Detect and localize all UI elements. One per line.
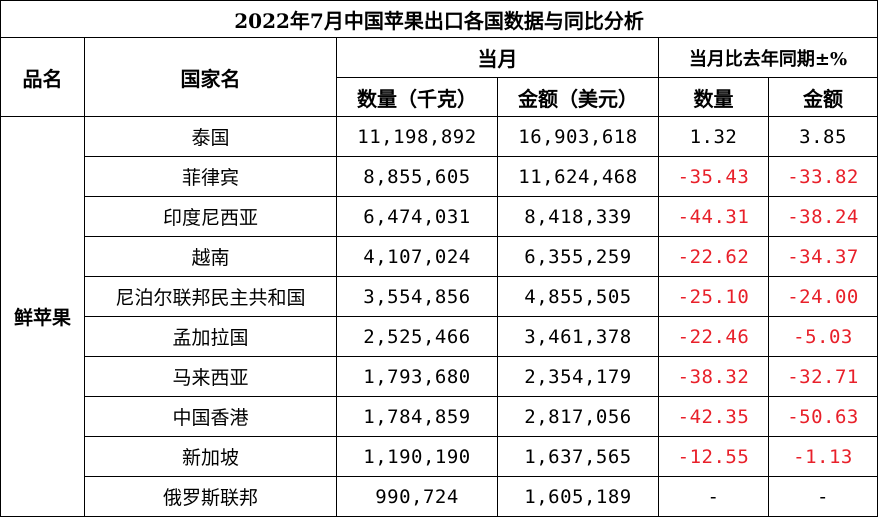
quantity-cell: 1,190,190 <box>336 436 498 477</box>
country-cell: 孟加拉国 <box>84 316 337 357</box>
amount-cell: 2,817,056 <box>497 396 659 437</box>
header-quantity-kg: 数量（千克） <box>336 77 498 117</box>
table-title: 2022年7月中国苹果出口各国数据与同比分析 <box>0 0 878 38</box>
table-row: 鲜苹果 泰国 11,198,892 16,903,618 1.32 3.85 <box>0 116 878 517</box>
header-amount-pct: 金额 <box>767 77 878 117</box>
amount-cell: 3,461,378 <box>497 316 659 357</box>
amount-yoy-cell: -33.82 <box>767 156 878 197</box>
quantity-cell: 4,107,024 <box>336 236 498 277</box>
amount-yoy-cell: -32.71 <box>767 356 878 397</box>
header-product: 品名 <box>0 37 85 117</box>
quantity-cell: 1,793,680 <box>336 356 498 397</box>
quantity-cell: 3,554,856 <box>336 276 498 317</box>
quantity-yoy-cell: -35.43 <box>658 156 769 197</box>
table-row: 菲律宾 8,855,605 11,624,468 -35.43 -33.82 <box>1 156 878 197</box>
table-row: 马来西亚 1,793,680 2,354,179 -38.32 -32.71 <box>1 356 878 397</box>
table-row: 越南 4,107,024 6,355,259 -22.62 -34.37 <box>1 236 878 277</box>
quantity-cell: 2,525,466 <box>336 316 498 357</box>
amount-cell: 8,418,339 <box>497 196 659 237</box>
amount-yoy-cell: -24.00 <box>767 276 878 317</box>
amount-yoy-cell: -38.24 <box>767 196 878 237</box>
amount-cell: 6,355,259 <box>497 236 659 277</box>
table-row: 印度尼西亚 6,474,031 8,418,339 -44.31 -38.24 <box>1 196 878 237</box>
quantity-cell: 6,474,031 <box>336 196 498 237</box>
amount-cell: 4,855,505 <box>497 276 659 317</box>
table-row: 尼泊尔联邦民主共和国 3,554,856 4,855,505 -25.10 -24.00 <box>1 276 878 317</box>
header-amount-usd: 金额（美元） <box>497 77 659 117</box>
amount-yoy-cell: -5.03 <box>767 316 878 357</box>
amount-yoy-cell: -50.63 <box>767 396 878 437</box>
amount-yoy-cell: -34.37 <box>767 236 878 277</box>
amount-cell: 16,903,618 <box>497 116 659 157</box>
quantity-cell: 990,724 <box>336 476 498 517</box>
header-yoy: 当月比去年同期±% <box>657 37 878 78</box>
quantity-cell: 11,198,892 <box>336 116 498 157</box>
header-quantity-pct: 数量 <box>658 77 769 117</box>
table-row: 中国香港 1,784,859 2,817,056 -42.35 -50.63 <box>1 396 878 437</box>
quantity-yoy-cell: -22.46 <box>658 316 769 357</box>
quantity-yoy-cell: -42.35 <box>658 396 769 437</box>
quantity-yoy-cell: -12.55 <box>658 436 769 477</box>
country-cell: 泰国 <box>84 116 337 157</box>
country-cell: 马来西亚 <box>84 356 337 397</box>
amount-cell: 2,354,179 <box>497 356 659 397</box>
amount-cell: 1,637,565 <box>497 436 659 477</box>
quantity-yoy-cell: -25.10 <box>658 276 769 317</box>
country-cell: 俄罗斯联邦 <box>84 476 337 517</box>
amount-yoy-cell: 3.85 <box>767 116 878 157</box>
header-country: 国家名 <box>84 37 337 117</box>
quantity-cell: 1,784,859 <box>336 396 498 437</box>
country-cell: 尼泊尔联邦民主共和国 <box>84 276 337 317</box>
table-row: 新加坡 1,190,190 1,637,565 -12.55 -1.13 <box>1 436 878 477</box>
quantity-yoy-cell: - <box>658 476 769 517</box>
country-cell: 中国香港 <box>84 396 337 437</box>
amount-yoy-cell: -1.13 <box>767 436 878 477</box>
amount-cell: 1,605,189 <box>497 476 659 517</box>
country-cell: 印度尼西亚 <box>84 196 337 237</box>
quantity-yoy-cell: 1.32 <box>658 116 769 157</box>
quantity-yoy-cell: -44.31 <box>658 196 769 237</box>
table-row: 孟加拉国 2,525,466 3,461,378 -22.46 -5.03 <box>1 316 878 357</box>
category-cell: 鲜苹果 <box>0 116 85 517</box>
header-current-month: 当月 <box>336 37 659 78</box>
quantity-yoy-cell: -38.32 <box>658 356 769 397</box>
country-cell: 新加坡 <box>84 436 337 477</box>
table-row: 俄罗斯联邦 990,724 1,605,189- - <box>1 476 878 517</box>
quantity-cell: 8,855,605 <box>336 156 498 197</box>
country-cell: 越南 <box>84 236 337 277</box>
amount-cell: 11,624,468 <box>497 156 659 197</box>
country-cell: 菲律宾 <box>84 156 337 197</box>
quantity-yoy-cell: -22.62 <box>658 236 769 277</box>
amount-yoy-cell: - <box>767 476 878 517</box>
